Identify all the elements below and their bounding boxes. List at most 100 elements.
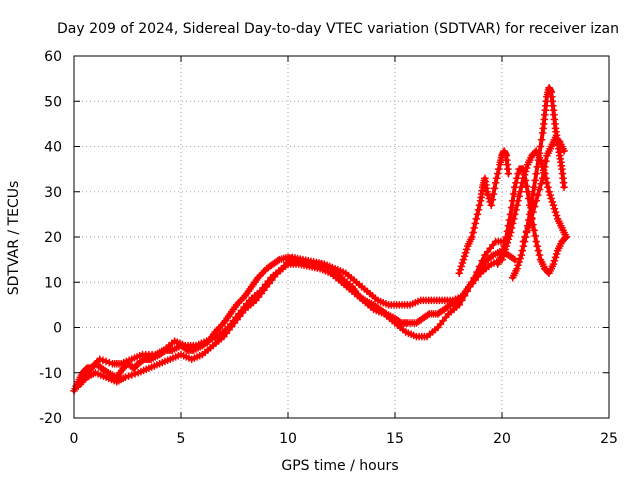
data-point <box>459 255 468 264</box>
data-point <box>458 259 467 267</box>
data-point <box>549 201 558 210</box>
data-point <box>519 165 528 173</box>
data-point <box>534 156 543 164</box>
data-point <box>499 246 507 255</box>
data-point <box>529 190 537 198</box>
data-point <box>560 147 568 155</box>
data-point <box>504 169 513 178</box>
data-point <box>460 252 469 260</box>
data-point <box>548 198 557 206</box>
data-point <box>525 194 533 203</box>
data-point <box>535 149 544 158</box>
data-point <box>461 249 470 257</box>
data-point <box>511 255 519 264</box>
data-point <box>462 287 470 296</box>
data-point <box>491 178 500 187</box>
series-lower-variation <box>74 255 506 391</box>
data-point <box>471 219 480 228</box>
y-axis-label: SDTVAR / TECUs <box>6 181 22 296</box>
data-point <box>504 221 513 230</box>
data-point <box>517 251 526 259</box>
data-layer <box>70 83 570 395</box>
data-point <box>530 226 538 234</box>
data-point <box>470 273 478 282</box>
data-point <box>121 373 130 382</box>
data-point <box>515 258 523 266</box>
data-point <box>560 183 568 191</box>
data-point <box>550 257 559 265</box>
y-tick-label: 30 <box>44 185 62 201</box>
x-tick-label: 10 <box>279 431 297 447</box>
data-point <box>527 214 536 222</box>
data-point <box>520 171 529 179</box>
data-point <box>467 278 476 287</box>
data-point <box>105 358 114 367</box>
data-point <box>530 183 538 191</box>
y-tick-label: 60 <box>44 49 62 65</box>
data-point <box>521 176 530 185</box>
data-point <box>489 190 498 198</box>
data-point <box>516 188 524 196</box>
y-tick-label: 10 <box>44 275 62 291</box>
data-point <box>523 188 532 196</box>
grid <box>74 56 609 418</box>
data-point <box>535 185 544 194</box>
data-point <box>505 216 514 224</box>
x-tick-label: 15 <box>386 431 404 447</box>
data-point <box>549 260 558 268</box>
data-point <box>552 211 561 220</box>
data-point <box>495 165 503 173</box>
x-tick-label: 20 <box>493 431 511 447</box>
data-point <box>524 224 532 232</box>
data-point <box>513 264 521 273</box>
data-point <box>459 292 468 300</box>
data-point <box>512 206 520 214</box>
data-point <box>514 169 522 178</box>
data-point <box>532 197 540 205</box>
data-point <box>551 208 560 216</box>
data-point <box>517 183 526 191</box>
data-point <box>547 194 555 203</box>
data-point <box>510 190 518 198</box>
data-point <box>534 191 542 199</box>
x-tick-labels: 0 5 10 15 20 25 <box>70 431 618 447</box>
data-point <box>522 228 531 237</box>
y-tick-label: 40 <box>44 140 62 156</box>
data-point <box>539 168 548 177</box>
data-point <box>511 183 519 191</box>
y-tick-label: -20 <box>39 411 62 427</box>
data-point <box>468 233 476 241</box>
data-point <box>483 188 491 196</box>
data-point <box>513 201 521 210</box>
data-point <box>552 250 561 258</box>
y-tick-labels: -20 -10 0 10 20 30 40 50 60 <box>39 49 62 427</box>
data-point <box>536 142 545 151</box>
data-point <box>478 257 486 265</box>
x-tick-label: 25 <box>600 431 618 447</box>
data-point <box>475 201 484 210</box>
data-point <box>518 246 527 255</box>
data-point <box>128 371 136 379</box>
data-point <box>534 246 543 255</box>
data-point <box>490 184 499 193</box>
data-point <box>550 204 559 213</box>
data-point <box>485 194 493 203</box>
data-point <box>530 202 539 211</box>
x-axis-label: GPS time / hours <box>281 458 398 474</box>
data-point <box>456 266 465 274</box>
data-point <box>546 191 554 199</box>
data-point <box>102 357 110 366</box>
data-point <box>455 269 463 277</box>
data-point <box>131 370 139 378</box>
data-point <box>455 301 463 309</box>
data-point <box>544 183 552 191</box>
data-point <box>457 262 466 271</box>
data-point <box>543 178 551 187</box>
data-point <box>473 210 482 219</box>
data-point <box>561 234 569 242</box>
chart-title: Day 209 of 2024, Sidereal Day-to-day VTE… <box>57 21 619 37</box>
data-point <box>537 135 546 144</box>
data-point <box>510 215 518 223</box>
data-point <box>533 163 542 171</box>
data-point <box>508 197 517 205</box>
